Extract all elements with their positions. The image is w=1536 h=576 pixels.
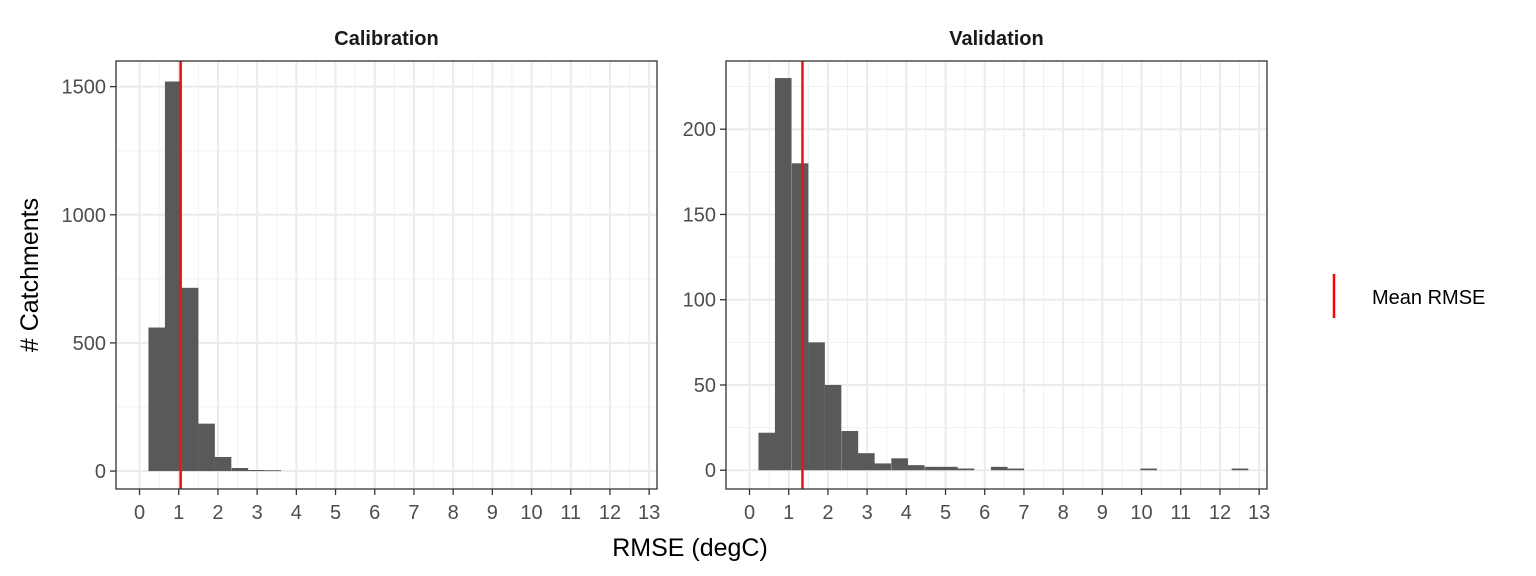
y-tick-label: 150 — [683, 204, 716, 226]
x-tick-label: 8 — [448, 502, 459, 524]
x-tick-label: 1 — [783, 502, 794, 524]
x-tick-label: 12 — [599, 502, 621, 524]
y-axis-title: # Catchments — [16, 198, 44, 352]
y-tick-label: 1500 — [62, 77, 107, 99]
histogram-bar — [198, 423, 215, 472]
x-tick-label: 7 — [1018, 502, 1029, 524]
x-tick-label: 7 — [408, 502, 419, 524]
x-tick-label: 9 — [487, 502, 498, 524]
panel-border — [725, 60, 1268, 490]
histogram-bar — [841, 431, 859, 471]
histogram-bar — [231, 467, 249, 472]
histogram-bar — [990, 466, 1008, 471]
x-tick-label: 5 — [330, 502, 341, 524]
histogram-bar — [214, 456, 232, 472]
x-tick-label: 8 — [1058, 502, 1069, 524]
panel-title: Calibration — [334, 28, 438, 50]
panel-title: Validation — [949, 28, 1043, 50]
y-tick-label: 0 — [705, 460, 716, 482]
x-tick-label: 11 — [560, 502, 581, 524]
x-tick-label: 5 — [940, 502, 951, 524]
legend: Mean RMSE — [1332, 274, 1485, 318]
histogram-bar — [808, 342, 825, 471]
histogram-bar — [1140, 468, 1157, 471]
histogram-bar — [264, 470, 282, 472]
y-tick-label: 1000 — [62, 205, 107, 227]
histogram-bar — [758, 432, 776, 471]
x-tick-label: 10 — [1130, 502, 1152, 524]
histogram-bar — [181, 287, 199, 472]
histogram-bar — [924, 466, 942, 471]
histogram-bar — [874, 463, 892, 471]
histogram-bar — [791, 163, 809, 471]
x-tick-label: 1 — [173, 502, 184, 524]
histogram-bar — [941, 466, 958, 471]
x-tick-label: 13 — [638, 502, 660, 524]
y-tick-label: 0 — [95, 461, 106, 483]
panel-border — [115, 60, 658, 490]
x-tick-label: 6 — [369, 502, 380, 524]
legend-label-mean-rmse: Mean RMSE — [1372, 287, 1485, 309]
histogram-bar — [248, 470, 265, 472]
histogram-bar — [1231, 468, 1249, 471]
y-tick-label: 200 — [683, 119, 716, 141]
panel-background — [116, 61, 657, 489]
x-tick-label: 3 — [862, 502, 873, 524]
x-tick-label: 10 — [520, 502, 542, 524]
x-tick-label: 9 — [1097, 502, 1108, 524]
x-tick-label: 13 — [1248, 502, 1270, 524]
histogram-bar — [774, 78, 792, 471]
histogram-bar — [1007, 468, 1025, 471]
x-tick-label: 0 — [744, 502, 755, 524]
x-tick-label: 2 — [212, 502, 223, 524]
histogram-bar — [907, 465, 925, 471]
y-tick-label: 50 — [694, 375, 716, 397]
histogram-bar — [957, 468, 975, 471]
histogram-bar — [891, 458, 908, 471]
x-tick-label: 2 — [822, 502, 833, 524]
y-tick-label: 500 — [73, 333, 106, 355]
x-axis-title: RMSE (degC) — [612, 534, 768, 562]
x-tick-label: 4 — [901, 502, 912, 524]
histogram-bar — [164, 81, 182, 472]
x-tick-label: 11 — [1170, 502, 1191, 524]
histogram-bar — [858, 453, 875, 471]
x-tick-label: 3 — [252, 502, 263, 524]
histogram-bar — [148, 327, 166, 472]
x-tick-label: 12 — [1209, 502, 1231, 524]
histogram-bar — [824, 384, 842, 471]
x-tick-label: 6 — [979, 502, 990, 524]
y-tick-label: 100 — [683, 290, 716, 312]
x-tick-label: 4 — [291, 502, 302, 524]
x-tick-label: 0 — [134, 502, 145, 524]
